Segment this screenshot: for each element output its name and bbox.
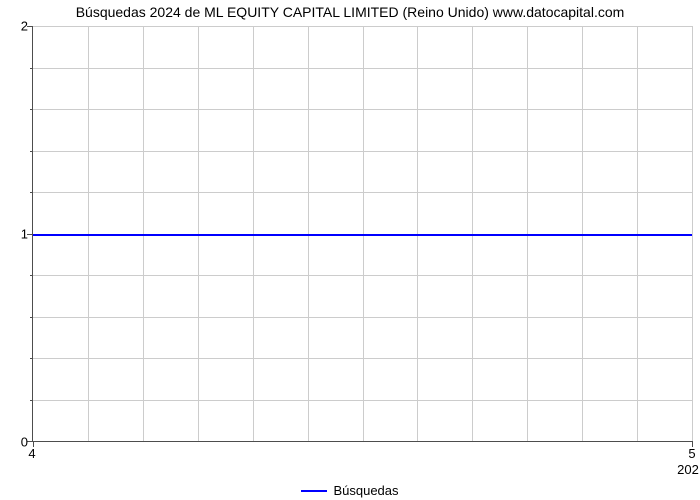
legend: Búsquedas bbox=[0, 482, 700, 498]
y-minor-tick bbox=[30, 400, 33, 401]
y-minor-tick bbox=[30, 151, 33, 152]
chart-title: Búsquedas 2024 de ML EQUITY CAPITAL LIMI… bbox=[0, 4, 700, 20]
chart-container: Búsquedas 2024 de ML EQUITY CAPITAL LIMI… bbox=[0, 0, 700, 500]
y-minor-tick bbox=[30, 68, 33, 69]
legend-swatch-icon bbox=[301, 490, 327, 492]
series-line-busquedas bbox=[33, 234, 692, 236]
x-axis-secondary-label: 202 bbox=[677, 462, 699, 477]
plot-area bbox=[32, 26, 692, 442]
grid-v bbox=[692, 26, 693, 441]
y-minor-tick bbox=[30, 275, 33, 276]
y-axis-label: 1 bbox=[4, 227, 28, 242]
y-minor-tick bbox=[30, 358, 33, 359]
y-axis-label: 0 bbox=[4, 435, 28, 450]
y-minor-tick bbox=[30, 192, 33, 193]
y-minor-tick bbox=[30, 317, 33, 318]
legend-label: Búsquedas bbox=[333, 483, 398, 498]
y-minor-tick bbox=[30, 109, 33, 110]
y-axis-label: 2 bbox=[4, 19, 28, 34]
x-axis-label: 4 bbox=[28, 446, 35, 461]
x-axis-label: 5 bbox=[688, 446, 695, 461]
